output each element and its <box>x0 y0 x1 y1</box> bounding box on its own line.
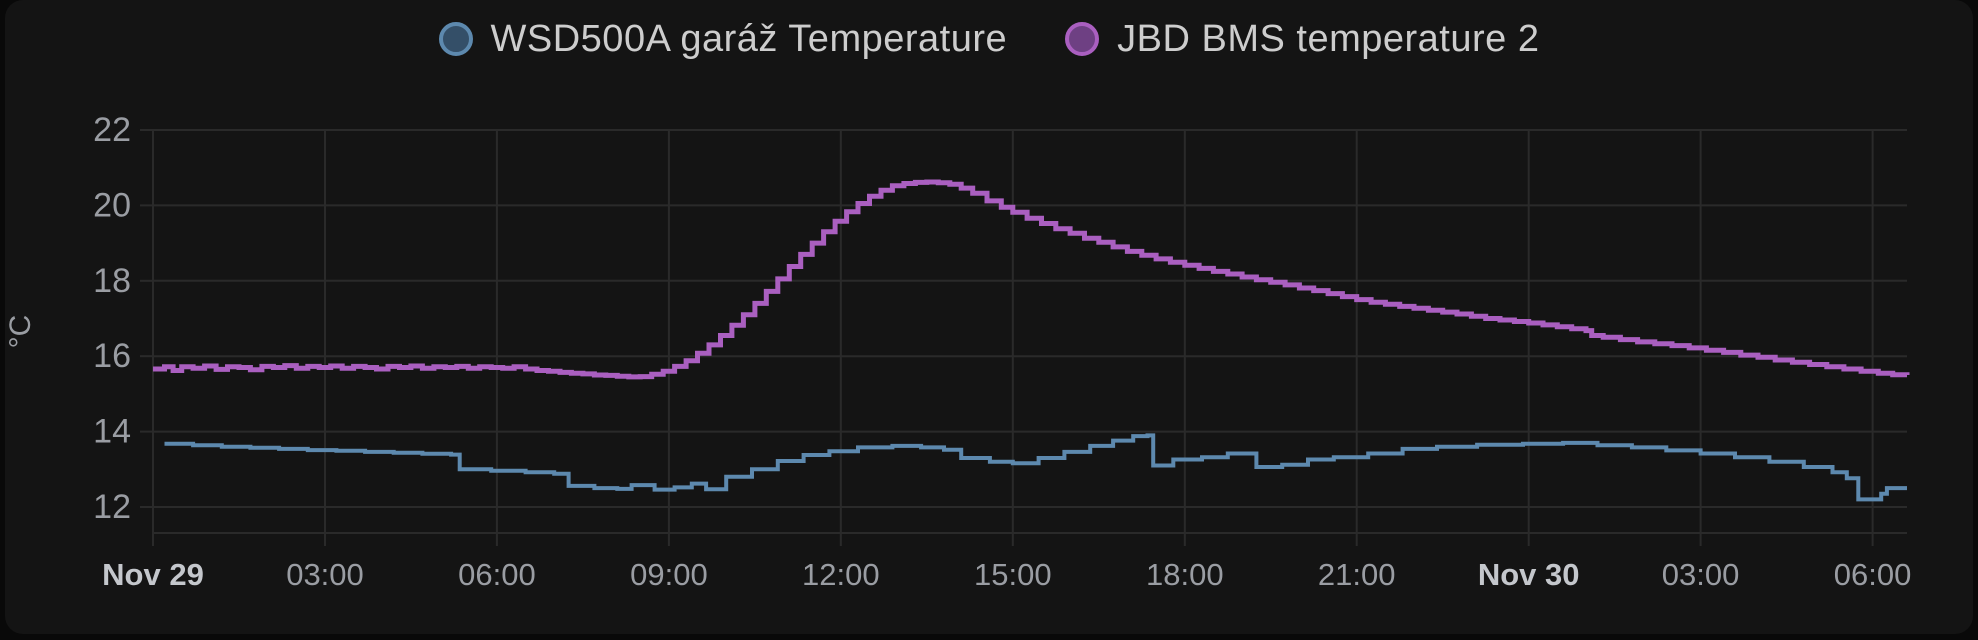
y-axis-tick-label: 12 <box>93 488 131 526</box>
y-axis-tick-label: 14 <box>93 413 131 451</box>
x-axis-tick-label: 21:00 <box>1318 557 1396 592</box>
y-axis-unit-label: °C <box>4 315 37 349</box>
x-axis-tick-label: 15:00 <box>974 557 1052 592</box>
x-axis-tick-label: 06:00 <box>458 557 536 592</box>
y-axis-tick-label: 18 <box>93 262 131 300</box>
x-axis-tick-label: 03:00 <box>286 557 364 592</box>
y-axis-tick-label: 20 <box>93 186 131 224</box>
series-color-dot-purple-icon <box>1065 22 1100 56</box>
y-axis-tick-label: 22 <box>93 111 131 149</box>
graph-panel <box>5 0 1973 634</box>
series-line-blue <box>164 433 1907 502</box>
legend: WSD500A garáž Temperature JBD BMS temper… <box>0 20 1978 58</box>
legend-item-wsd500a[interactable]: WSD500A garáž Temperature <box>438 18 1008 60</box>
x-axis-tick-label: 03:00 <box>1662 557 1740 592</box>
y-axis-tick-label: 16 <box>93 337 131 375</box>
legend-item-jbd-bms[interactable]: JBD BMS temperature 2 <box>1065 20 1539 58</box>
legend-label: JBD BMS temperature 2 <box>1117 18 1540 60</box>
x-axis-tick-label: Nov 30 <box>1478 557 1580 592</box>
x-axis-tick-label: Nov 29 <box>102 557 204 592</box>
x-axis-tick-label: 12:00 <box>802 557 880 592</box>
series-color-dot-blue-icon <box>438 22 473 56</box>
plot-area[interactable] <box>153 130 1907 533</box>
x-axis-tick-label: 06:00 <box>1834 557 1912 592</box>
x-axis-tick-label: 09:00 <box>630 557 708 592</box>
series-line-purple <box>153 179 1910 380</box>
x-axis-tick-label: 18:00 <box>1146 557 1224 592</box>
legend-label: WSD500A garáž Temperature <box>490 18 1008 60</box>
